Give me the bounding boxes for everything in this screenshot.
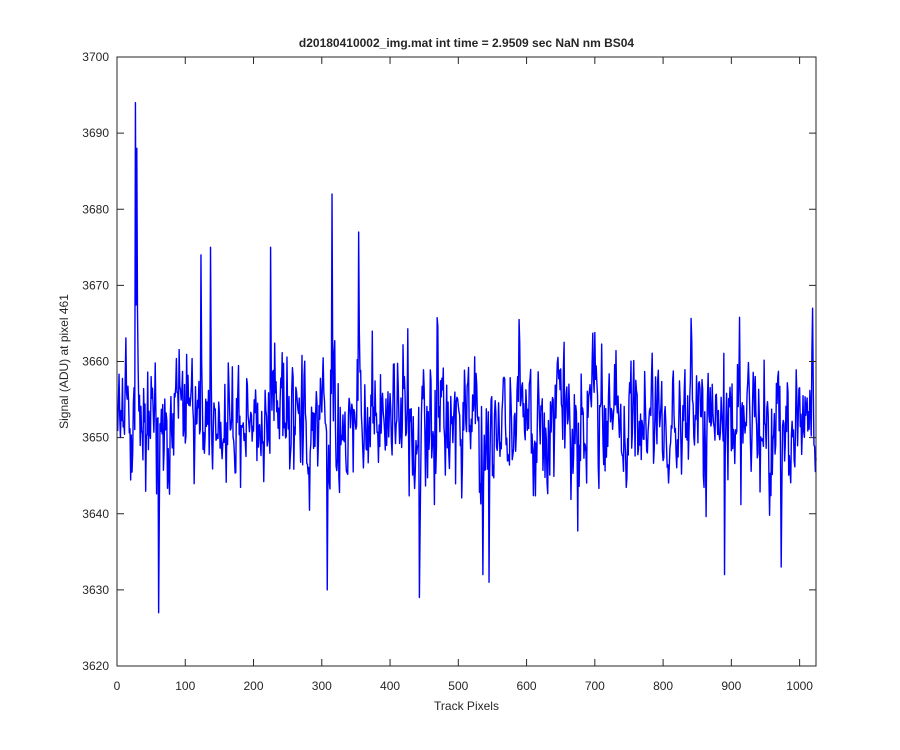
chart-title: d20180410002_img.mat int time = 2.9509 s…: [299, 36, 635, 50]
y-tick-label: 3620: [82, 659, 109, 673]
x-tick-label: 900: [721, 679, 741, 693]
x-tick-label: 400: [380, 679, 400, 693]
x-tick-label: 700: [585, 679, 605, 693]
x-tick-label: 500: [448, 679, 468, 693]
x-tick-label: 0: [114, 679, 121, 693]
y-tick-label: 3640: [82, 507, 109, 521]
y-tick-label: 3650: [82, 431, 109, 445]
x-tick-label: 200: [244, 679, 264, 693]
x-tick-label: 100: [175, 679, 195, 693]
y-tick-label: 3660: [82, 355, 109, 369]
x-tick-label: 300: [312, 679, 332, 693]
y-axis-label: Signal (ADU) at pixel 461: [57, 294, 71, 429]
x-tick-label: 600: [517, 679, 537, 693]
ticks-layer: 0 100 200 300 400 500 600 700 800 900 1000 3620 3630…: [82, 50, 816, 693]
plot-area: [117, 57, 816, 666]
y-tick-label: 3700: [82, 50, 109, 64]
x-tick-label: 1000: [786, 679, 813, 693]
y-tick-label: 3670: [82, 278, 109, 292]
y-tick-label: 3690: [82, 126, 109, 140]
axes-box: [116, 56, 817, 667]
y-tick-label: 3680: [82, 202, 109, 216]
x-tick-label: 800: [653, 679, 673, 693]
signal-series-line: [116, 101, 817, 614]
x-axis-label: Track Pixels: [434, 699, 499, 713]
y-tick-label: 3630: [82, 583, 109, 597]
series-layer: [116, 101, 817, 614]
